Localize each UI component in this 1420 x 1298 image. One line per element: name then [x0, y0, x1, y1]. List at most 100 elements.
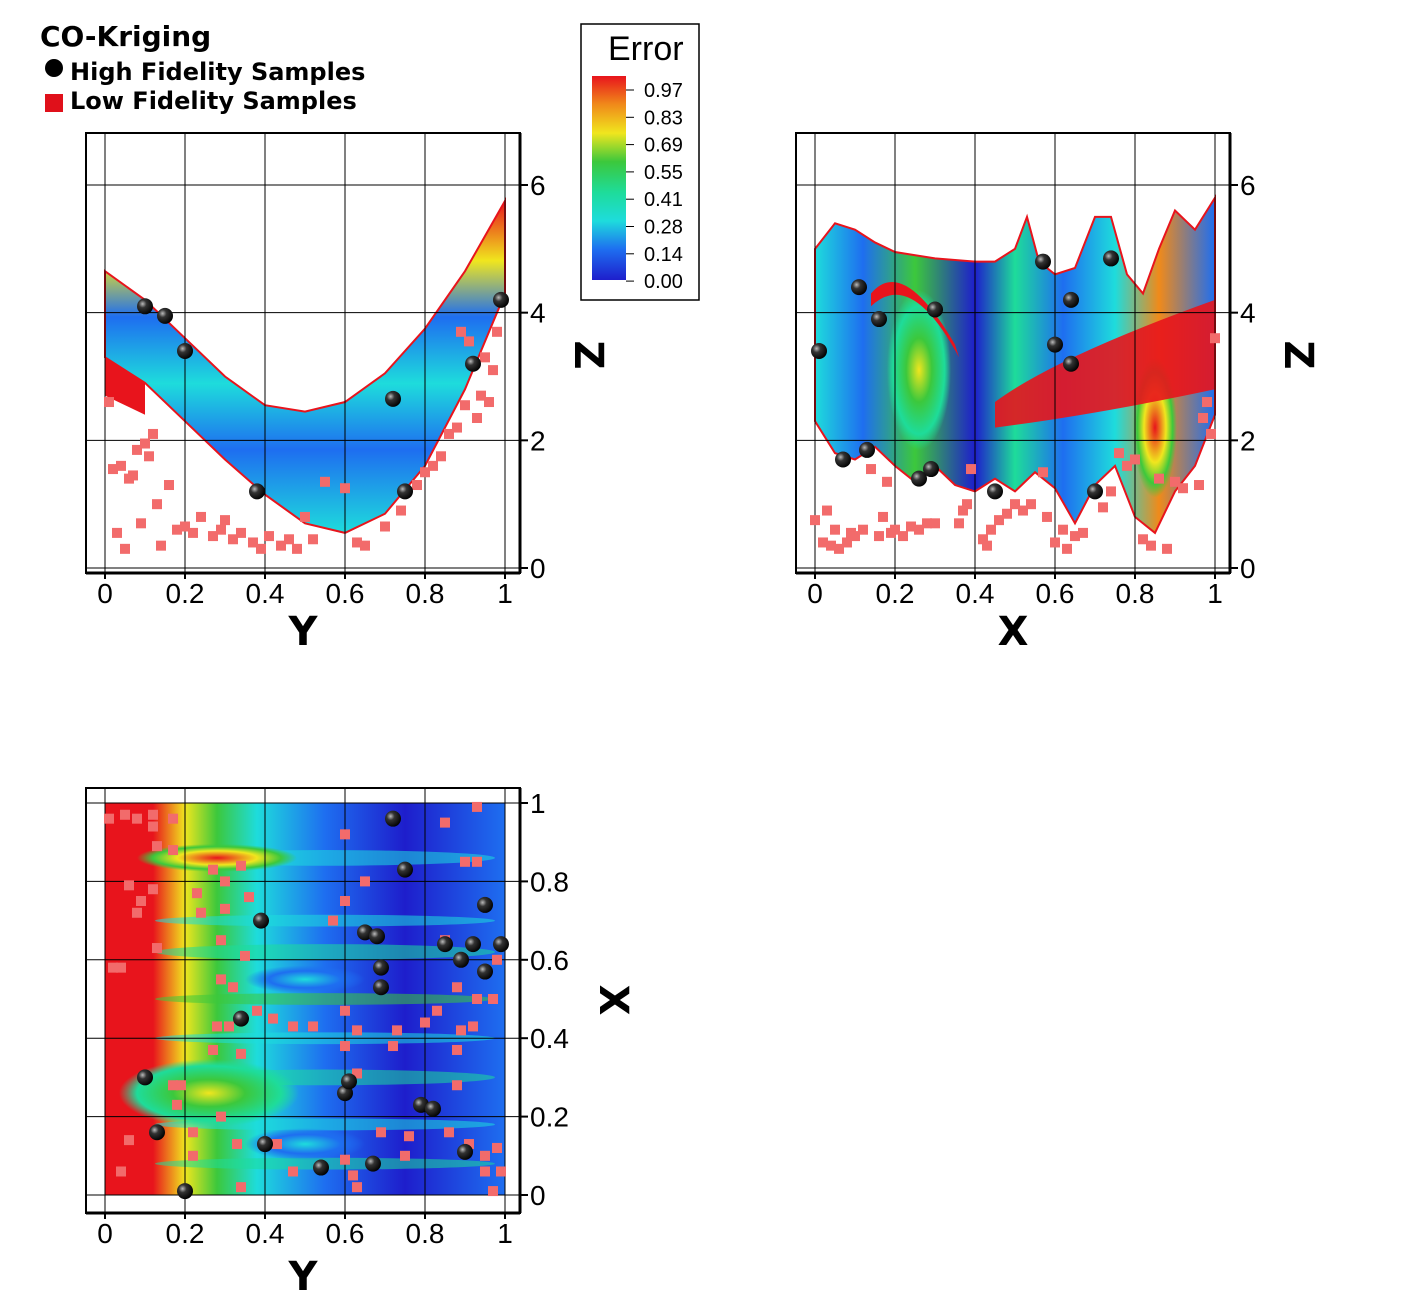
- low-fidelity-point: [460, 856, 470, 867]
- low-fidelity-point: [834, 543, 844, 554]
- low-fidelity-point: [1058, 524, 1068, 535]
- high-fidelity-point: [477, 896, 493, 913]
- high-fidelity-point: [1063, 355, 1079, 372]
- low-fidelity-point: [236, 527, 246, 538]
- low-fidelity-point: [488, 1186, 498, 1197]
- low-fidelity-point: [492, 954, 502, 965]
- low-fidelity-point: [476, 390, 486, 401]
- low-fidelity-point: [352, 1068, 362, 1079]
- low-fidelity-point: [208, 1044, 218, 1055]
- low-fidelity-point: [248, 537, 258, 548]
- low-fidelity-point: [276, 540, 286, 551]
- surface-hotspot: [887, 290, 951, 451]
- low-fidelity-point: [188, 1150, 198, 1161]
- high-fidelity-point: [233, 1010, 249, 1027]
- plot-area: [796, 133, 1230, 573]
- low-fidelity-point: [1038, 467, 1048, 478]
- low-fidelity-point: [986, 524, 996, 535]
- low-fidelity-point: [152, 943, 162, 954]
- high-fidelity-point: [465, 936, 481, 953]
- low-fidelity-point: [850, 531, 860, 542]
- low-fidelity-point: [468, 1021, 478, 1032]
- y-tick-label: 4: [530, 298, 546, 329]
- low-fidelity-point: [982, 540, 992, 551]
- low-fidelity-point: [830, 524, 840, 535]
- low-fidelity-point: [340, 1154, 350, 1165]
- x-axis-title: X: [998, 609, 1029, 655]
- low-fidelity-point: [1210, 333, 1220, 344]
- x-tick-label: 0: [97, 578, 113, 609]
- low-fidelity-point: [842, 537, 852, 548]
- low-fidelity-point: [268, 1013, 278, 1024]
- low-fidelity-point: [420, 1017, 430, 1028]
- high-fidelity-point: [257, 1136, 273, 1153]
- low-fidelity-point: [472, 856, 482, 867]
- low-fidelity-point: [136, 896, 146, 906]
- high-fidelity-point: [313, 1159, 329, 1176]
- low-fidelity-point: [156, 540, 166, 551]
- low-fidelity-point: [958, 505, 968, 516]
- low-fidelity-point: [826, 540, 836, 551]
- high-fidelity-point: [493, 291, 509, 308]
- heatmap-band: [155, 993, 495, 1005]
- low-fidelity-point: [148, 428, 158, 439]
- colorbar-label: 0.00: [644, 271, 683, 293]
- high-fidelity-point: [453, 951, 469, 968]
- low-fidelity-point: [116, 1166, 126, 1177]
- x-tick-label: 1: [497, 578, 513, 609]
- low-fidelity-point: [112, 527, 122, 538]
- plot-area: [86, 788, 520, 1213]
- high-fidelity-point: [911, 470, 927, 487]
- low-fidelity-point: [168, 813, 178, 824]
- low-fidelity-point: [420, 467, 430, 478]
- colorbar-label: 0.97: [644, 80, 683, 102]
- y-axis-title: Z: [565, 340, 611, 369]
- low-fidelity-point: [1122, 460, 1132, 471]
- colorbar-labels: 0.97 0.83 0.69 0.55 0.41 0.28 0.14 0.00: [626, 80, 683, 293]
- high-fidelity-point: [373, 959, 389, 976]
- low-fidelity-point: [116, 460, 126, 471]
- low-fidelity-point: [216, 974, 226, 985]
- low-fidelity-point: [172, 1099, 182, 1110]
- low-fidelity-point: [1162, 543, 1172, 554]
- low-fidelity-point: [472, 801, 482, 812]
- low-fidelity-point: [1138, 534, 1148, 545]
- high-fidelity-point: [397, 861, 413, 878]
- low-fidelity-point: [1010, 499, 1020, 510]
- low-fidelity-point: [1178, 483, 1188, 494]
- low-fidelity-point: [1002, 508, 1012, 519]
- x-tick-label: 0.4: [246, 578, 285, 609]
- colorbar-gradient: [592, 76, 626, 280]
- high-fidelity-point: [1035, 253, 1051, 270]
- low-fidelity-point: [488, 365, 498, 376]
- low-fidelity-point: [392, 1025, 402, 1036]
- x-axis-title: Y: [288, 609, 319, 655]
- low-fidelity-point: [220, 876, 230, 887]
- low-fidelity-point: [196, 511, 206, 522]
- high-fidelity-point: [927, 301, 943, 318]
- x-tick-label: 0.2: [876, 578, 915, 609]
- heatmap-hotspot: [119, 1059, 299, 1128]
- surface-hotspot: [105, 357, 145, 415]
- low-fidelity-point: [978, 534, 988, 545]
- low-fidelity-point: [436, 451, 446, 462]
- high-fidelity-marker-icon: [45, 59, 63, 77]
- high-fidelity-point: [1047, 336, 1063, 353]
- high-fidelity-point: [249, 483, 265, 500]
- low-fidelity-point: [400, 1150, 410, 1161]
- low-fidelity-point: [882, 476, 892, 487]
- low-fidelity-point: [224, 1021, 234, 1032]
- low-fidelity-point: [480, 1166, 490, 1177]
- low-fidelity-point: [444, 428, 454, 439]
- y-tick-label: 0: [1240, 553, 1256, 584]
- low-fidelity-point: [1146, 540, 1156, 551]
- low-fidelity-point: [136, 518, 146, 529]
- low-fidelity-point: [216, 935, 226, 946]
- low-fidelity-point: [488, 994, 498, 1004]
- low-fidelity-point: [124, 1135, 134, 1146]
- colorbar-label: 0.69: [644, 135, 683, 157]
- colorbar-title: Error: [608, 30, 684, 68]
- low-fidelity-point: [168, 845, 178, 856]
- low-fidelity-point: [244, 892, 254, 903]
